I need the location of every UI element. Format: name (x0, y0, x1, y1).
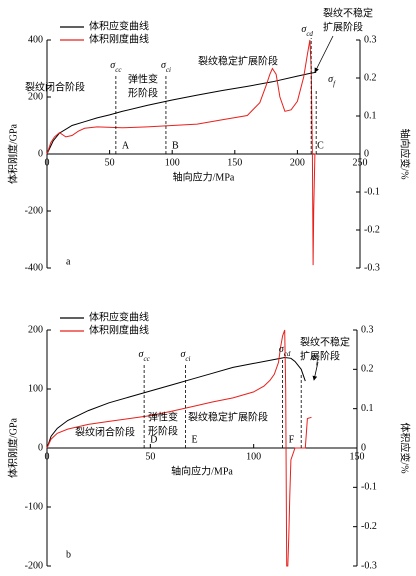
y2-tick-label: 0.2 (361, 364, 374, 375)
x-tick-label: 200 (290, 157, 305, 168)
marker-symbol: σ (279, 344, 285, 355)
y-tick-label: 0 (38, 442, 43, 453)
y-axis-title: 体积刚度/GPa (6, 123, 19, 184)
point-label: A (122, 140, 130, 151)
x-tick-label: 50 (105, 157, 115, 168)
x-axis-title: 轴向应力/MPa (173, 170, 235, 183)
y-tick-label: 0 (38, 148, 43, 159)
marker-symbol: σ (180, 349, 186, 360)
x-tick-label: 50 (145, 451, 155, 462)
legend-label: 体积应变曲线 (89, 19, 149, 32)
point-label: C (317, 140, 324, 151)
y-tick-label: -200 (25, 560, 43, 571)
legend-label: 体积应变曲线 (89, 310, 149, 323)
x-axis-title: 轴向应力/MPa (171, 464, 233, 477)
y-tick-label: 200 (28, 91, 43, 102)
stage-label: 扩展阶段 (300, 349, 340, 362)
stage-label: 裂纹闭合阶段 (25, 80, 85, 93)
y-tick-label: 400 (28, 34, 43, 45)
marker-label: σf (311, 352, 319, 365)
arrow (314, 35, 334, 73)
y2-tick-label: -0.2 (361, 521, 377, 532)
stage-label: 扩展阶段 (323, 20, 363, 33)
marker-subscript: cd (306, 30, 313, 38)
y2-tick-label: 0.2 (364, 72, 377, 83)
y-tick-label: -200 (25, 205, 43, 216)
y2-tick-label: 0.1 (364, 110, 377, 121)
y2-tick-label: -0.3 (364, 262, 380, 273)
data-line (46, 71, 317, 155)
y2-axis-title: 轴向应变/% (399, 128, 412, 179)
x-tick-label: 250 (353, 157, 368, 168)
marker-symbol: σ (139, 349, 145, 360)
marker-subscript: cc (143, 355, 150, 363)
marker-symbol: σ (311, 352, 317, 363)
stage-label: 形阶段 (128, 86, 158, 99)
legend-label: 体积刚度曲线 (89, 323, 149, 336)
stage-label: 裂纹不稳定 (323, 6, 373, 19)
stage-label: 弹性变 (128, 72, 158, 85)
data-line (46, 329, 312, 567)
x-tick-label: 0 (45, 451, 50, 462)
y-tick-label: 200 (28, 324, 43, 335)
y2-tick-label: 0 (361, 442, 366, 453)
x-tick-label: 100 (165, 157, 180, 168)
y-tick-label: -100 (25, 501, 43, 512)
marker-subscript: f (316, 358, 319, 366)
marker-label: σci (180, 349, 190, 362)
y2-tick-label: 0.3 (361, 324, 374, 335)
y2-tick-label: -0.1 (361, 482, 377, 493)
point-label: F (289, 434, 295, 445)
y2-tick-label: 0 (364, 148, 369, 159)
stage-label: 形阶段 (148, 424, 178, 437)
arrow (312, 361, 319, 381)
marker-subscript: cd (284, 350, 291, 358)
x-tick-label: 150 (350, 451, 365, 462)
legend-label: 体积刚度曲线 (89, 32, 149, 45)
y2-tick-label: 0.1 (361, 403, 374, 414)
point-label: B (172, 140, 179, 151)
marker-subscript: f (333, 80, 336, 88)
y2-tick-label: -0.3 (361, 560, 377, 571)
y-tick-label: -400 (25, 262, 43, 273)
stage-label: 裂纹不稳定 (300, 335, 350, 348)
stage-label: 裂纹闭合阶段 (75, 425, 135, 438)
y-axis-title: 体积刚度/GPa (6, 417, 19, 478)
x-tick-label: 150 (227, 157, 242, 168)
marker-subscript: ci (166, 66, 171, 74)
data-line (46, 39, 317, 266)
marker-label: σci (161, 60, 171, 73)
y2-tick-label: -0.2 (364, 224, 380, 235)
x-tick-label: 0 (45, 157, 50, 168)
marker-label: σcc (139, 349, 151, 362)
y2-axis-title: 体积应变/% (399, 422, 412, 473)
panel-label: b (66, 549, 71, 560)
y2-tick-label: -0.1 (364, 186, 380, 197)
y2-tick-label: 0.3 (364, 34, 377, 45)
marker-symbol: σ (161, 60, 167, 71)
marker-label: σf (328, 74, 336, 87)
stage-label: 弹性变 (148, 410, 178, 423)
panel-label: a (66, 256, 71, 267)
data-line (46, 356, 306, 449)
marker-symbol: σ (301, 24, 307, 35)
stage-label: 裂纹稳定扩展阶段 (198, 54, 278, 67)
marker-label: σcc (110, 60, 122, 73)
point-label: E (191, 434, 197, 445)
marker-label: σcd (301, 24, 313, 37)
y-tick-label: 100 (28, 383, 43, 394)
stage-label: 裂纹稳定扩展阶段 (188, 410, 268, 423)
point-label: D (150, 434, 157, 445)
marker-symbol: σ (110, 60, 116, 71)
marker-subscript: cc (115, 66, 122, 74)
marker-subscript: ci (185, 355, 190, 363)
marker-label: σcd (279, 344, 291, 357)
marker-symbol: σ (328, 74, 334, 85)
x-tick-label: 100 (246, 451, 261, 462)
